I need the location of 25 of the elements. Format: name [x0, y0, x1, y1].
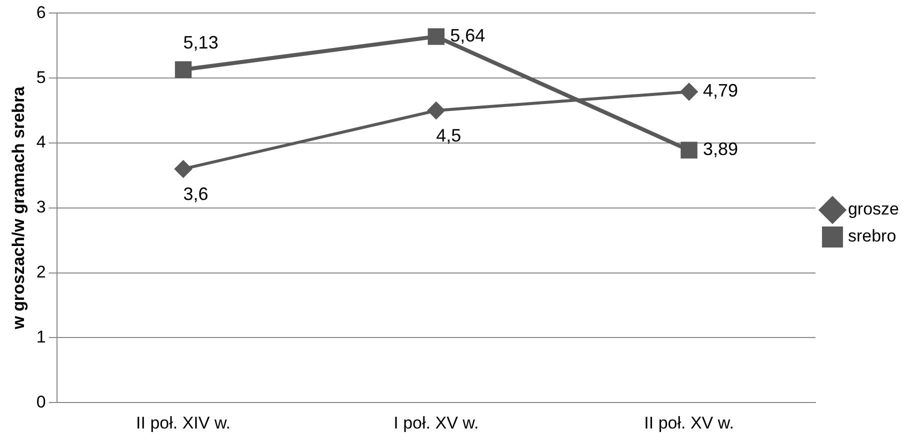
y-axis-title: w groszach/w gramach srebra — [8, 86, 28, 330]
data-label: 4,79 — [703, 80, 738, 101]
legend-label: srebro — [848, 226, 896, 246]
x-tick-label: I poł. XV w. — [394, 413, 479, 432]
point — [428, 28, 445, 45]
point — [428, 102, 445, 120]
y-tick-label: 6 — [36, 2, 46, 22]
y-tick-label: 2 — [36, 262, 46, 282]
y-tick-label: 4 — [36, 132, 46, 152]
point — [680, 83, 698, 100]
y-tick-label: 1 — [36, 327, 46, 346]
data-label: 3,89 — [703, 139, 738, 160]
x-tick-label: II poł. XV w. — [644, 413, 734, 432]
y-tick-label: 0 — [36, 392, 46, 412]
x-tick-label: II poł. XIV w. — [136, 413, 231, 432]
y-tick-label: 5 — [36, 68, 46, 87]
y-tick-label: 3 — [36, 198, 46, 217]
point — [680, 142, 698, 159]
data-label: 5,13 — [183, 32, 218, 53]
point — [174, 160, 192, 178]
data-label: 5,64 — [450, 26, 486, 46]
point — [174, 61, 192, 78]
data-label: 3,6 — [183, 184, 208, 204]
legend-label: grosze — [848, 200, 900, 219]
data-label: 4,5 — [436, 126, 462, 146]
